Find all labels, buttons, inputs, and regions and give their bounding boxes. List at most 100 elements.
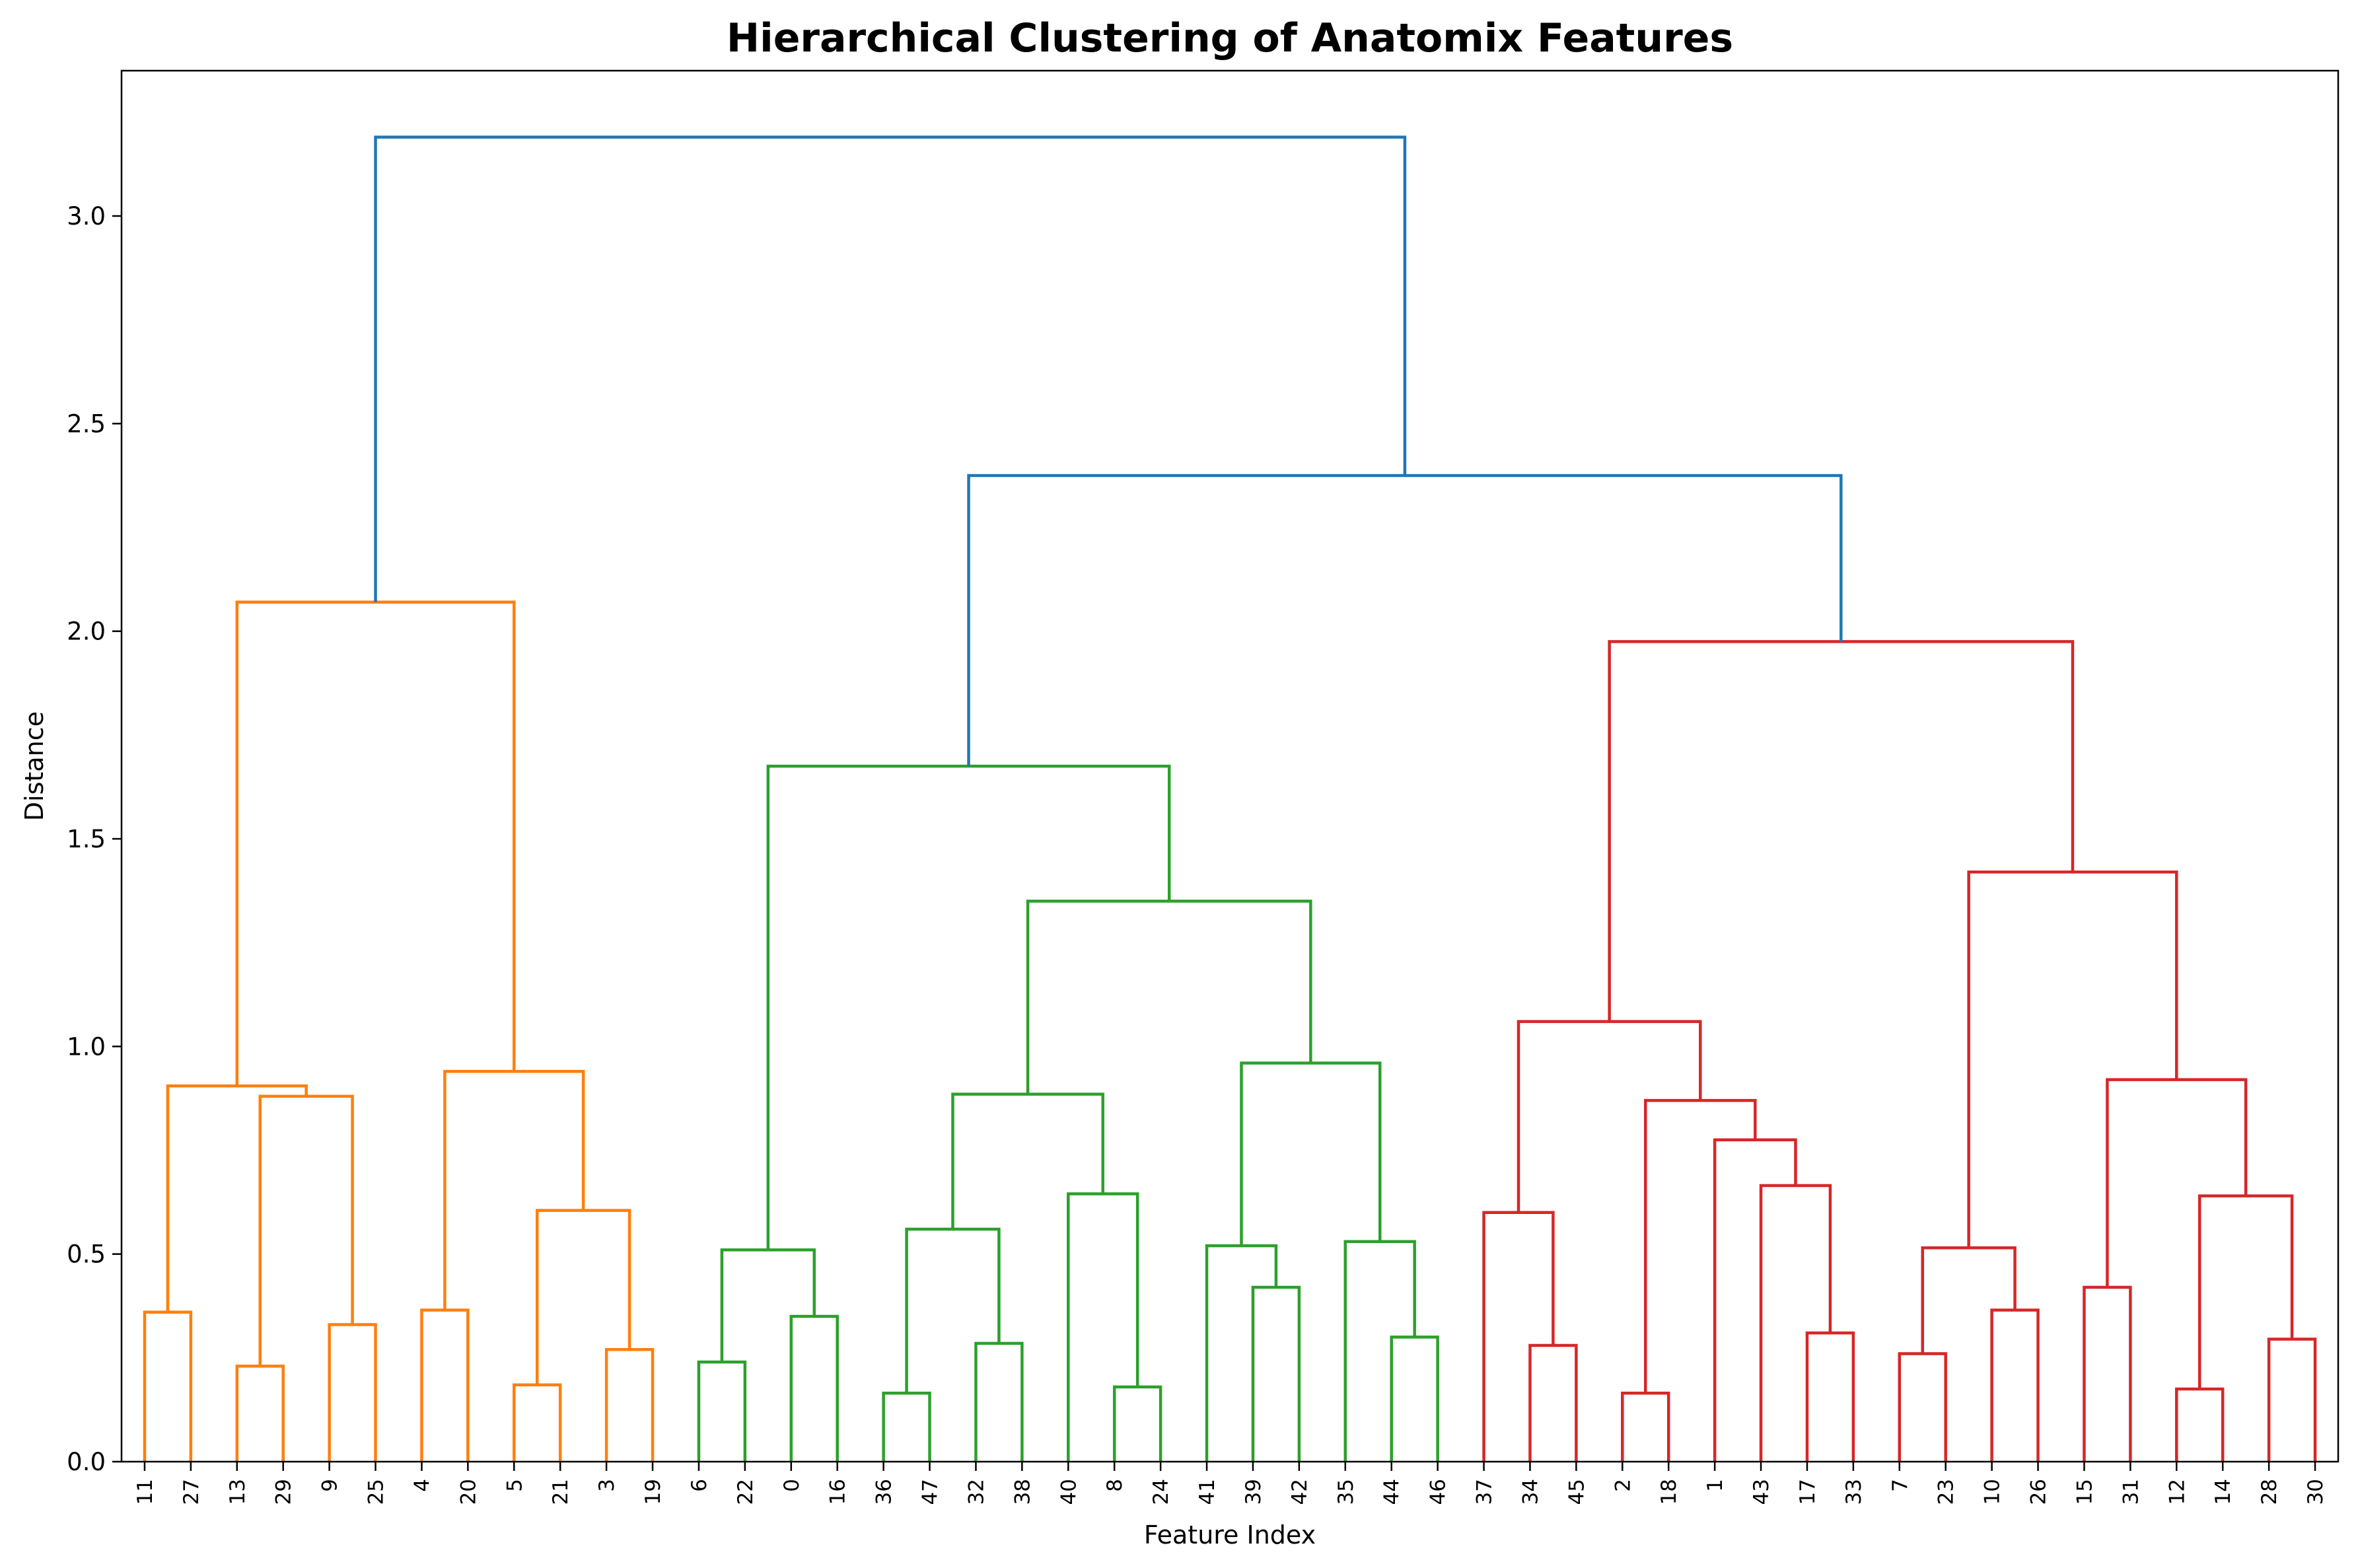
- dendrogram-link: [2083, 1285, 2132, 1462]
- x-tick-label: 38: [1011, 1479, 1034, 1505]
- x-tick-label: 7: [1888, 1479, 1912, 1492]
- dendrogram-link: [974, 1341, 1024, 1462]
- dendrogram-link: [1026, 900, 1312, 1094]
- x-tick-label: 10: [1981, 1479, 2005, 1505]
- dendrogram-link: [2175, 1387, 2225, 1462]
- x-tick-label: 8: [1103, 1479, 1127, 1492]
- x-tick-label: 27: [180, 1479, 203, 1505]
- dendrogram-link: [1067, 1192, 1139, 1462]
- x-tick-label: 31: [2119, 1479, 2143, 1505]
- dendrogram-link: [1390, 1336, 1439, 1462]
- x-tick-label: 19: [641, 1479, 665, 1505]
- x-tick-label: 30: [2304, 1479, 2328, 1505]
- x-tick-label: 16: [826, 1479, 850, 1505]
- x-tick-label: 22: [734, 1479, 758, 1505]
- dendrogram-link: [1251, 1285, 1301, 1462]
- dendrogram-link: [1759, 1184, 1832, 1462]
- dendrogram-link: [905, 1227, 1001, 1394]
- x-tick-label: 40: [1057, 1479, 1081, 1505]
- dendrogram-link: [1921, 1246, 2017, 1354]
- x-tick-label: 25: [365, 1479, 388, 1505]
- dendrogram-link: [789, 1314, 839, 1462]
- x-tick-label: 45: [1565, 1479, 1589, 1505]
- x-tick-label: 34: [1518, 1479, 1542, 1505]
- dendrogram-link: [1517, 1020, 1702, 1213]
- x-tick-label: 3: [595, 1479, 619, 1492]
- x-tick-label: 33: [1842, 1479, 1866, 1505]
- x-tick-label: 21: [549, 1479, 573, 1505]
- dendrogram-link: [2267, 1337, 2317, 1462]
- dendrogram-link: [766, 764, 1171, 1250]
- y-axis: 0.0 0.5 1.0 1.5 2.0 2.5 3.0: [67, 202, 122, 1476]
- y-tick-label: 3.0: [67, 202, 106, 231]
- x-tick-label: 11: [133, 1479, 157, 1505]
- dendrogram-link: [374, 135, 1407, 602]
- x-axis-label: Feature Index: [1144, 1520, 1316, 1550]
- dendrogram-link: [536, 1209, 631, 1385]
- x-tick-label: 20: [456, 1479, 480, 1505]
- dendrogram-link: [1608, 640, 2075, 1022]
- x-tick-label: 14: [2211, 1479, 2235, 1505]
- dendrogram-link: [1621, 1392, 1670, 1462]
- y-axis-label: Distance: [20, 711, 49, 821]
- dendrogram-link: [328, 1323, 377, 1462]
- x-tick-label: 29: [272, 1479, 296, 1505]
- dendrogram-link: [1967, 871, 2178, 1248]
- dendrogram-link: [1990, 1308, 2040, 1462]
- y-tick-label: 2.0: [67, 618, 106, 646]
- chart-title: Hierarchical Clustering of Anatomix Feat…: [727, 15, 1733, 61]
- x-tick-label: 24: [1149, 1479, 1173, 1505]
- x-tick-label: 35: [1334, 1479, 1358, 1505]
- dendrogram-link: [1713, 1138, 1797, 1462]
- x-tick-label: 18: [1657, 1479, 1681, 1505]
- dendrogram-link: [166, 1084, 308, 1312]
- y-tick-label: 0.5: [67, 1240, 106, 1269]
- x-tick-label: 15: [2073, 1479, 2096, 1505]
- x-tick-label: 17: [1796, 1479, 1820, 1505]
- y-tick-label: 1.0: [67, 1032, 106, 1061]
- x-tick-label: 47: [919, 1479, 943, 1505]
- x-tick-label: 26: [2027, 1479, 2051, 1505]
- x-tick-label: 5: [503, 1479, 526, 1492]
- dendrogram-link: [1205, 1244, 1278, 1462]
- dendrogram-link: [143, 1310, 193, 1462]
- dendrogram-link: [1343, 1240, 1416, 1462]
- dendrogram-link: [967, 474, 1843, 766]
- x-tick-label: 37: [1473, 1479, 1497, 1505]
- x-tick-label: 2: [1611, 1479, 1635, 1492]
- y-tick-label: 2.5: [67, 410, 106, 438]
- x-tick-label: 6: [688, 1479, 711, 1492]
- dendrogram-link: [1898, 1352, 1947, 1462]
- dendrogram-link: [420, 1308, 470, 1462]
- x-tick-label: 39: [1242, 1479, 1266, 1505]
- x-tick-label: 41: [1196, 1479, 1219, 1505]
- dendrogram-link: [513, 1383, 562, 1462]
- x-tick-label: 36: [873, 1479, 896, 1505]
- x-tick-label: 42: [1288, 1479, 1312, 1505]
- dendrogram-link: [235, 600, 516, 1087]
- dendrogram-link: [2106, 1078, 2248, 1287]
- dendrogram-link: [443, 1069, 585, 1310]
- x-tick-label: 23: [1935, 1479, 1958, 1505]
- dendrogram-link: [235, 1365, 285, 1462]
- x-tick-label: 9: [318, 1479, 342, 1492]
- x-tick-label: 28: [2258, 1479, 2281, 1505]
- dendrogram-link: [1240, 1061, 1382, 1246]
- x-tick-label: 1: [1703, 1479, 1727, 1492]
- x-tick-label: 0: [780, 1479, 804, 1492]
- dendrogram-link: [1644, 1098, 1757, 1394]
- x-tick-label: 32: [964, 1479, 988, 1505]
- dendrogram-link: [1482, 1211, 1555, 1462]
- y-tick-label: 0.0: [67, 1448, 106, 1476]
- dendrogram-link: [720, 1248, 816, 1363]
- x-tick-label: 13: [226, 1479, 250, 1505]
- dendrogram-link: [697, 1360, 747, 1462]
- x-tick-label: 12: [2165, 1479, 2189, 1505]
- dendrogram-link: [1805, 1331, 1855, 1462]
- plot-frame: [120, 69, 2340, 1463]
- dendrogram-link: [604, 1348, 655, 1462]
- dendrogram-link: [1528, 1343, 1578, 1462]
- x-tick-label: 46: [1427, 1479, 1450, 1505]
- dendrogram-link: [882, 1392, 931, 1462]
